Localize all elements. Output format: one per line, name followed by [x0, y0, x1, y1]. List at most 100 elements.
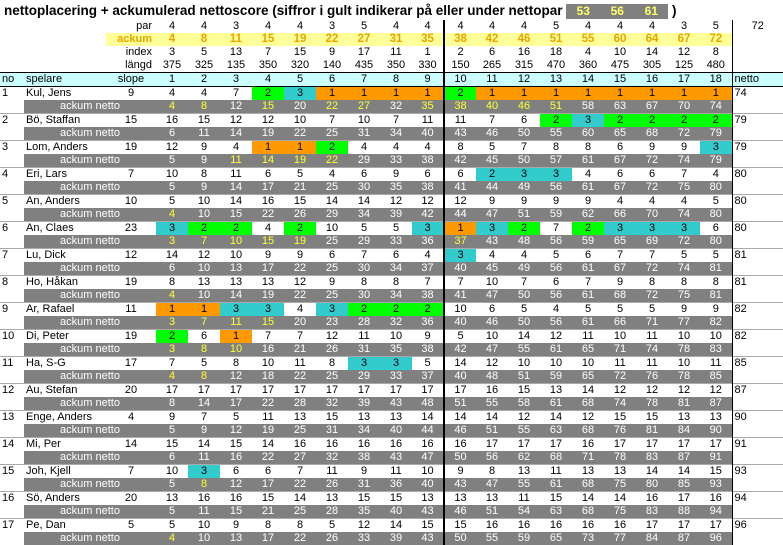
- ackum-cell: 72: [668, 127, 700, 141]
- hole-header: 5: [284, 72, 316, 87]
- ackum-cell: 25: [316, 181, 348, 195]
- player-row: 6 An, Claes 23 3 2 2 4 2 10 5 5 3 1 3 2 7 2 3 3 3 6 80: [0, 221, 783, 235]
- ackum-cell: 38: [412, 154, 444, 168]
- blank-cell: [731, 370, 783, 384]
- player-row: 2 Bö, Staffan 15 16 15 12 12 10 7 10 7 11 11 7 6 2 3 2 2 2 2…: [0, 113, 783, 127]
- placement-cell: 4: [316, 167, 348, 181]
- ackum-cell: 48: [412, 397, 444, 411]
- ackum-value: 35: [412, 33, 444, 46]
- ackum-cell: 40: [412, 478, 444, 492]
- placement-cell: 2: [220, 221, 252, 235]
- blank-cell: [0, 478, 24, 492]
- placement-cell: 11: [284, 356, 316, 370]
- placement-cell: 2: [572, 221, 604, 235]
- hole-header: 16: [636, 72, 668, 87]
- blank-cell: [731, 532, 783, 545]
- placement-cell: 5: [572, 302, 604, 316]
- placement-cell: 3: [636, 221, 668, 235]
- placement-cell: 3: [348, 356, 380, 370]
- placement-cell: 5: [156, 518, 188, 532]
- placement-cell: 8: [284, 518, 316, 532]
- ackum-cell: 48: [476, 370, 508, 384]
- ackum-cell: 27: [284, 451, 316, 465]
- placement-cell: 1: [443, 221, 476, 235]
- ackum-cell: 4: [156, 370, 188, 384]
- ackum-cell: 59: [508, 532, 540, 545]
- ackum-cell: 30: [348, 181, 380, 195]
- placement-cell: 12: [572, 410, 604, 424]
- blank-cell: [731, 451, 783, 465]
- placement-cell: 3: [540, 167, 572, 181]
- ackum-cell: 78: [668, 343, 700, 357]
- ackum-value: 19: [284, 33, 316, 46]
- ackum-cell: 81: [668, 397, 700, 411]
- ackum-cell: 32: [316, 397, 348, 411]
- langd-value: 375: [162, 59, 182, 71]
- ackum-cell: 96: [700, 532, 732, 545]
- placement-cell: 13: [700, 410, 732, 424]
- placement-cell: 7: [508, 275, 540, 289]
- title-end: ): [668, 3, 677, 18]
- placement-cell: 5: [476, 140, 508, 154]
- player-net-total: 96: [731, 518, 783, 532]
- ackum-cell: 46: [443, 505, 476, 519]
- placement-cell: 7: [508, 140, 540, 154]
- ackum-cell: 36: [412, 316, 444, 330]
- placement-cell: 9: [443, 464, 476, 478]
- player-row: 16 Sö, Anders 20 13 16 16 15 14 13 15 15 13 13 13 11 15…: [0, 491, 783, 505]
- ackum-cell: 76: [636, 370, 668, 384]
- placement-cell: 9: [700, 302, 732, 316]
- placement-cell: 14: [572, 491, 604, 505]
- ackum-cell: 65: [540, 532, 572, 545]
- placement-cell: 8: [380, 275, 412, 289]
- ackum-cell: 44: [412, 424, 444, 438]
- ackum-cell: 4: [156, 208, 188, 222]
- index-value: 16: [517, 46, 531, 58]
- ackum-cell: 83: [636, 451, 668, 465]
- placement-cell: 10: [252, 356, 284, 370]
- ackum-cell: 9: [188, 154, 220, 168]
- placement-cell: 16: [476, 518, 508, 532]
- slope-header: slope: [106, 72, 156, 87]
- player-name: Ho, Håkan: [24, 275, 106, 289]
- ackum-cell: 85: [668, 478, 700, 492]
- blank-cell: [731, 208, 783, 222]
- blank-cell: [731, 343, 783, 357]
- ackum-cell: 22: [316, 100, 348, 114]
- ackum-cell: 46: [443, 424, 476, 438]
- ackum-netto-label: ackum netto: [24, 127, 156, 141]
- ackum-value: 72: [700, 33, 732, 46]
- player-name: Enge, Anders: [24, 410, 106, 424]
- player-no: 14: [0, 437, 24, 451]
- player-name: Ar, Rafael: [24, 302, 106, 316]
- ackum-cell: 47: [476, 343, 508, 357]
- ackum-cell: 15: [252, 235, 284, 249]
- placement-cell: 9: [572, 194, 604, 208]
- player-name: An, Anders: [24, 194, 106, 208]
- player-no: 16: [0, 491, 24, 505]
- ackum-cell: 67: [604, 154, 636, 168]
- placement-cell: 16: [348, 437, 380, 451]
- placement-cell: 8: [636, 275, 668, 289]
- ackum-row: ackum netto 5 11 15 21 25 28 35 40 43 46 51 54 63 68 75…: [0, 505, 783, 519]
- placement-cell: 17: [156, 383, 188, 397]
- ackum-cell: 66: [604, 208, 636, 222]
- player-no: 12: [0, 383, 24, 397]
- hole-header: 13: [540, 72, 572, 87]
- ackum-cell: 74: [668, 154, 700, 168]
- ackum-netto-label: ackum netto: [24, 397, 156, 411]
- ackum-cell: 21: [252, 505, 284, 519]
- ackum-cell: 35: [380, 343, 412, 357]
- placement-cell: 12: [476, 356, 508, 370]
- player-row: 12 Au, Stefan 20 17 17 17 17 17 17 17 17 17 17 16 15 13…: [0, 383, 783, 397]
- placement-cell: 8: [316, 356, 348, 370]
- ackum-cell: 51: [540, 100, 572, 114]
- langd-value: 265: [482, 59, 502, 71]
- player-row: 17 Pe, Dan 5 5 10 9 8 8 5 12 14 15 15 16 16 16 16 16 17 17 1…: [0, 518, 783, 532]
- ackum-cell: 6: [156, 262, 188, 276]
- ackum-cell: 25: [284, 424, 316, 438]
- placement-cell: 7: [476, 113, 508, 127]
- placement-cell: 16: [284, 437, 316, 451]
- ackum-cell: 65: [604, 235, 636, 249]
- placement-cell: 15: [188, 113, 220, 127]
